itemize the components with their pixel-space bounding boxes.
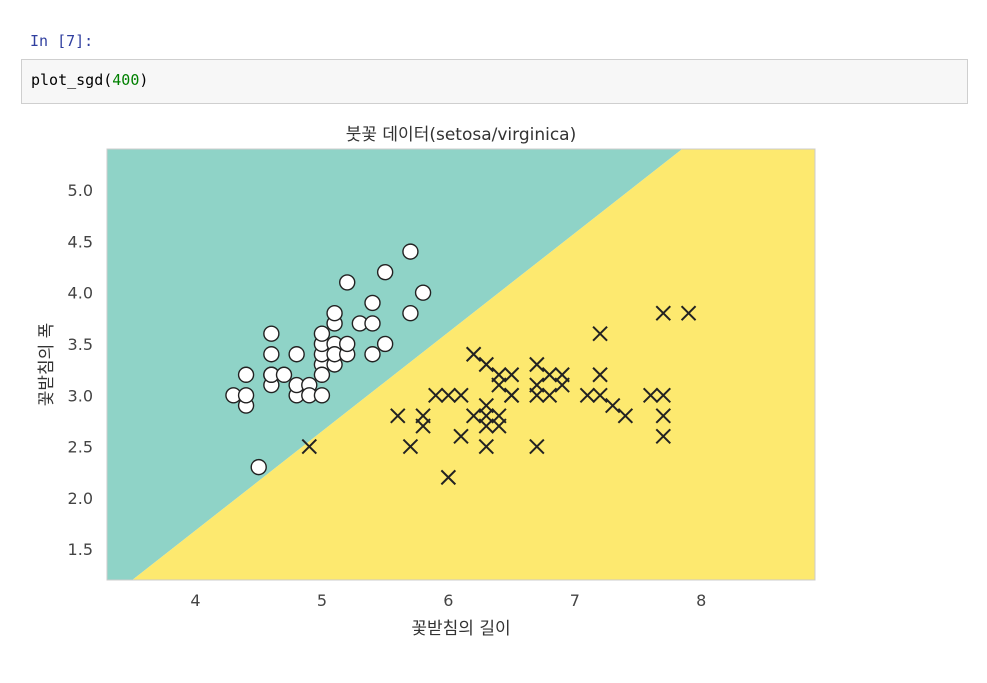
virginica-point (478, 397, 494, 414)
x-tick-label: 6 (443, 591, 453, 610)
x-tick-label: 5 (317, 591, 327, 610)
virginica-point (301, 438, 317, 455)
virginica-point (453, 387, 469, 403)
chart-title: 붓꽃 데이터(setosa/virginica) (346, 125, 577, 145)
plot-frame (106, 148, 816, 581)
virginica-point (592, 387, 608, 403)
y-tick-label: 4.5 (68, 232, 93, 251)
virginica-point (655, 387, 671, 403)
virginica-point (478, 438, 494, 455)
setosa-point (376, 263, 394, 281)
setosa-point (364, 346, 381, 363)
virginica-point (592, 367, 608, 383)
setosa-point (414, 284, 432, 301)
setosa-point (339, 274, 356, 291)
virginica-point (579, 387, 596, 403)
setosa-point (364, 315, 381, 332)
x-axis-label: 꽃받침의 길이 (411, 619, 510, 639)
code-cell[interactable]: plot_sgd(400) (21, 59, 968, 104)
setosa-point (364, 294, 381, 312)
virginica-point (478, 356, 494, 373)
x-tick-label: 8 (696, 591, 706, 610)
virginica-point (390, 408, 406, 424)
setosa-point (275, 366, 293, 383)
setosa-point (263, 346, 280, 363)
region-setosa (107, 149, 683, 580)
virginica-point (592, 326, 608, 342)
virginica-point (655, 305, 671, 321)
region-virginica (132, 149, 816, 580)
setosa-point (326, 304, 343, 322)
virginica-point (529, 356, 545, 373)
virginica-point (440, 469, 457, 486)
setosa-point (313, 366, 331, 383)
code-func: plot_sgd( (31, 71, 113, 89)
setosa-point (237, 387, 255, 404)
virginica-point (554, 367, 570, 383)
y-tick-label: 1.5 (68, 540, 93, 559)
y-tick-label: 2.5 (68, 438, 93, 457)
setosa-point (313, 387, 331, 404)
virginica-point (465, 408, 482, 424)
y-tick-label: 3.5 (68, 335, 93, 354)
setosa-point (339, 335, 356, 353)
code-line[interactable]: plot_sgd(400) (31, 71, 148, 89)
x-tick-label: 4 (190, 591, 200, 610)
virginica-point (541, 367, 558, 383)
y-tick-label: 5.0 (68, 181, 93, 200)
virginica-point (529, 438, 545, 455)
virginica-point (655, 408, 671, 424)
virginica-point (605, 397, 621, 414)
y-tick-label: 4.0 (68, 284, 93, 303)
virginica-point (529, 377, 545, 393)
virginica-point (465, 346, 482, 362)
virginica-point (453, 428, 469, 445)
y-axis-label: 꽃받침의 폭 (37, 323, 57, 407)
setosa-point (288, 346, 305, 363)
virginica-point (617, 408, 634, 424)
virginica-point (428, 387, 444, 403)
setosa-point (237, 366, 255, 383)
code-close: ) (139, 71, 149, 89)
virginica-point (503, 367, 520, 383)
virginica-point (491, 408, 507, 424)
virginica-point (541, 387, 558, 403)
setosa-point (402, 243, 419, 260)
virginica-point (503, 387, 520, 403)
x-tick-label: 7 (570, 591, 580, 610)
virginica-point (402, 438, 419, 455)
cell-prompt: In [7]: (30, 32, 94, 50)
virginica-point (415, 408, 431, 424)
virginica-point (491, 367, 507, 383)
setosa-point (263, 325, 280, 342)
virginica-point (680, 305, 697, 321)
setosa-point (313, 325, 331, 342)
virginica-point (440, 387, 457, 403)
virginica-point (655, 428, 671, 445)
setosa-point (376, 335, 394, 353)
y-tick-label: 3.0 (68, 386, 93, 405)
y-tick-label: 2.0 (68, 489, 93, 508)
setosa-point (402, 304, 419, 322)
virginica-point (642, 387, 659, 403)
setosa-point (250, 458, 267, 476)
code-arg: 400 (112, 71, 140, 89)
